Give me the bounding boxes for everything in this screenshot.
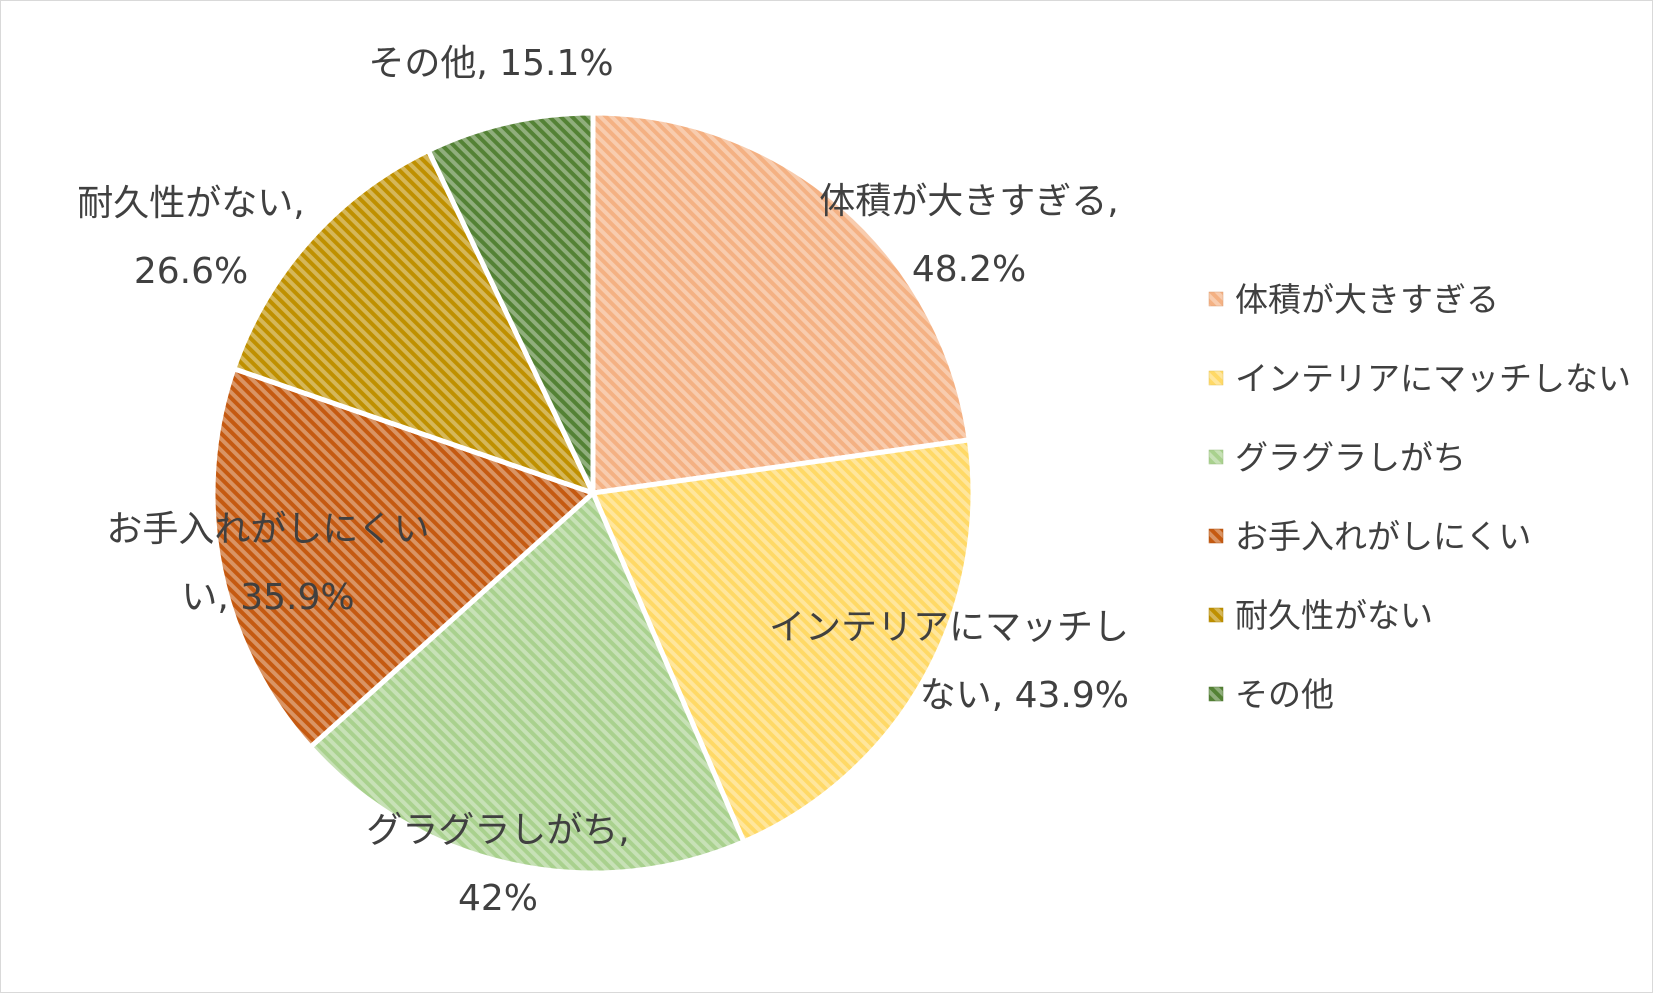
legend-label: お手入れがしにくい (1235, 517, 1531, 556)
legend-item-6: その他 (1208, 675, 1334, 714)
legend-item-4: お手入れがしにくい (1208, 517, 1531, 556)
legend-swatch (1208, 449, 1224, 465)
pie-slices (210, 110, 976, 876)
legend: 体積が大きすぎるインテリアにマッチしないグラグラしがちお手入れがしにくい耐久性が… (1208, 280, 1631, 714)
legend-label: インテリアにマッチしない (1235, 359, 1631, 398)
legend-swatch (1208, 686, 1224, 702)
legend-item-2: インテリアにマッチしない (1208, 359, 1631, 398)
data-label-6: その他, 15.1% (368, 43, 613, 84)
legend-swatch (1208, 370, 1224, 386)
pie-slice-3 (307, 490, 747, 876)
legend-item-3: グラグラしがち (1208, 438, 1466, 477)
legend-label: グラグラしがち (1235, 438, 1466, 477)
data-label-5: 耐久性がない, 26.6% (77, 183, 304, 292)
legend-label: 耐久性がない (1235, 596, 1433, 635)
pie-slice-4 (210, 366, 596, 750)
legend-label: その他 (1235, 675, 1334, 714)
data-label-4: お手入れがしにくいい, 35.9% (106, 509, 429, 618)
legend-item-5: 耐久性がない (1208, 596, 1433, 635)
pie-slice-1 (590, 110, 972, 496)
legend-swatch (1208, 528, 1224, 544)
pie-slice-6 (425, 110, 596, 496)
data-label-3: グラグラしがち, 42% (366, 810, 629, 919)
pie-slice-2 (590, 437, 976, 845)
legend-swatch (1208, 291, 1224, 307)
legend-item-1: 体積が大きすぎる (1208, 280, 1499, 319)
data-label-1: 体積が大きすぎる, 48.2% (819, 181, 1118, 290)
data-label-2: インテリアにマッチしない, 43.9% (769, 607, 1129, 716)
legend-label: 体積が大きすぎる (1235, 280, 1499, 319)
data-labels: 体積が大きすぎる, 48.2% インテリアにマッチしない, 43.9% グラグラしがち… (77, 43, 1129, 919)
legend-swatch (1208, 607, 1224, 623)
pie-slice-5 (231, 148, 596, 496)
